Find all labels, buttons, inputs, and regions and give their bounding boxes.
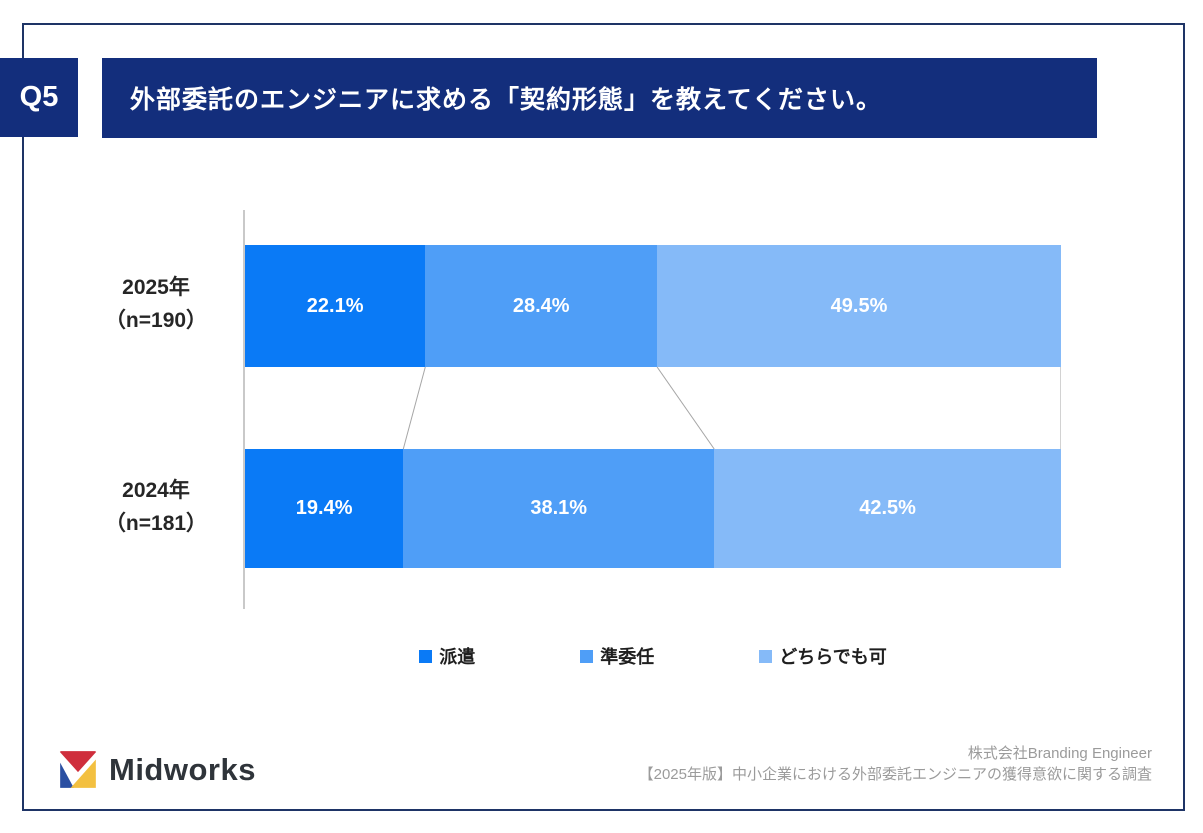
source-survey-title: 【2025年版】中小企業における外部委託エンジニアの獲得意欲に関する調査 — [638, 766, 1152, 783]
category-year-label: 2025年 — [122, 276, 190, 299]
bar-value-label: 28.4% — [512, 294, 570, 317]
y-axis-line — [243, 210, 245, 609]
midworks-logo: Midworks — [57, 749, 256, 791]
source-attribution: 株式会社Branding Engineer 【2025年版】中小企業における外部… — [639, 743, 1152, 785]
bar-segment-どちらでも可: 42.5% — [714, 449, 1061, 568]
source-company: 株式会社Branding Engineer — [967, 745, 1152, 762]
legend-swatch-icon — [580, 649, 594, 663]
legend-swatch-icon — [759, 649, 773, 663]
question-title-bar: 外部委託のエンジニアに求める「契約形態」を教えてください。 — [102, 58, 1097, 138]
category-n-label: （n=181） — [104, 512, 208, 535]
legend-swatch-icon — [419, 649, 433, 663]
bar-value-label: 19.4% — [295, 497, 353, 519]
bar-value-label: 49.5% — [830, 294, 888, 317]
slide-border-frame — [22, 23, 1185, 811]
chart-legend: 派遣 準委任 どちらでも可 — [245, 643, 1061, 669]
bar-value-label: 42.5% — [859, 497, 916, 519]
question-title: 外部委託のエンジニアに求める「契約形態」を教えてください。 — [130, 86, 883, 114]
category-n-label: （n=190） — [104, 309, 208, 332]
bar-segment-派遣: 19.4% — [245, 449, 404, 568]
midworks-logo-icon — [59, 751, 97, 788]
connector-line — [656, 367, 715, 449]
bar-segment-派遣: 22.1% — [245, 245, 426, 367]
question-badge: Q5 — [0, 58, 78, 137]
category-label-2025: 2025年 （n=190） — [56, 271, 256, 337]
bar-value-label: 22.1% — [306, 294, 364, 317]
bar-segment-準委任: 38.1% — [403, 449, 715, 568]
legend-label: 準委任 — [600, 647, 655, 667]
category-year-label: 2024年 — [122, 479, 190, 502]
legend-item-派遣: 派遣 — [419, 643, 475, 669]
legend-label: 派遣 — [439, 647, 476, 667]
segment-connector-lines — [402, 367, 1061, 449]
legend-item-準委任: 準委任 — [580, 643, 654, 669]
midworks-logo-text: Midworks — [109, 752, 256, 787]
legend-label: どちらでも可 — [779, 647, 887, 667]
category-label-2024: 2024年 （n=181） — [56, 474, 256, 540]
bar-2025: 22.1% 28.4% 49.5% — [245, 245, 1061, 367]
bar-segment-準委任: 28.4% — [425, 245, 658, 367]
bar-value-label: 38.1% — [530, 497, 588, 519]
connector-line — [402, 367, 426, 449]
bar-segment-どちらでも可: 49.5% — [657, 245, 1061, 367]
legend-item-どちらでも可: どちらでも可 — [759, 643, 887, 669]
bar-2024: 19.4% 38.1% 42.5% — [245, 449, 1061, 568]
